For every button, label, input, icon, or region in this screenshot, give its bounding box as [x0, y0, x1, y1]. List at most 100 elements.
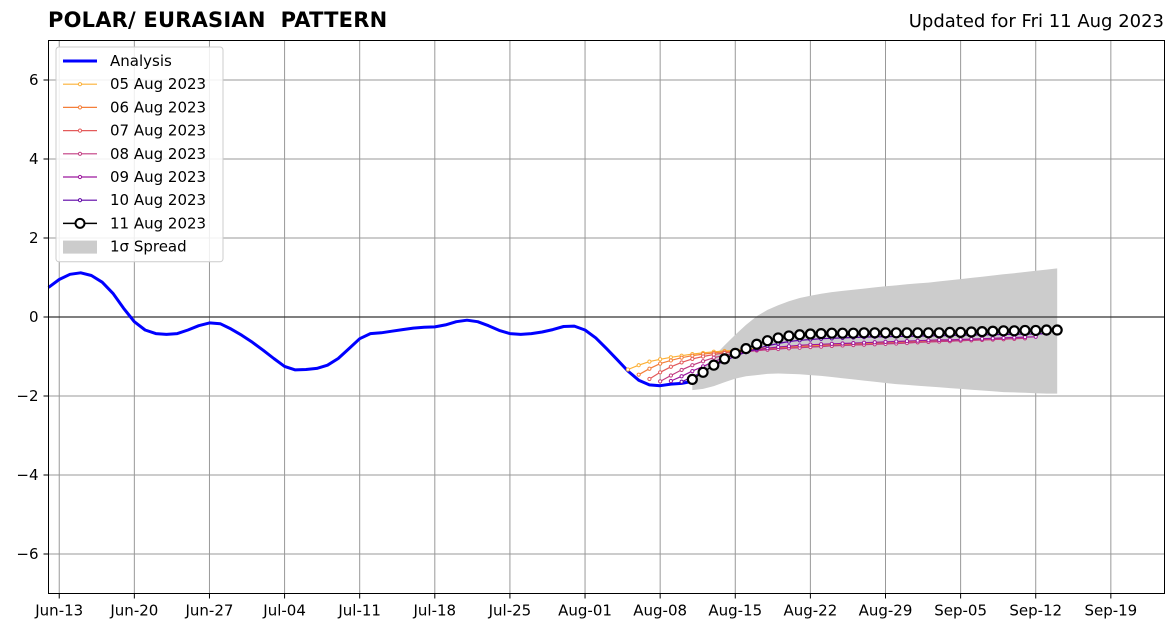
x-tick-label: Aug-08 — [633, 602, 687, 620]
analysis-line — [47, 271, 693, 388]
forecast-point — [625, 367, 631, 372]
x-tick-label: Sep-19 — [1084, 602, 1137, 620]
x-tick-label: Aug-29 — [859, 602, 913, 620]
y-tick-label: 6 — [29, 71, 39, 89]
x-tick-label: Jun-20 — [109, 602, 158, 620]
forecast-point — [679, 360, 684, 365]
forecast-point — [1001, 335, 1006, 341]
forecast-point — [711, 355, 716, 360]
forecast-point — [894, 339, 899, 344]
x-axis: Jun-13 Jun-20 Jun-27 Jul-04 Jul-11 Jul-18 Jul-… — [34, 593, 1137, 620]
legend-label-forecast: 09 Aug 2023 — [110, 168, 206, 186]
legend-swatch-marker — [77, 128, 83, 133]
legend-label-forecast: 08 Aug 2023 — [110, 145, 206, 163]
forecast-point — [679, 367, 684, 373]
forecast-point — [851, 340, 856, 346]
forecast-point — [987, 325, 999, 337]
legend-label-forecast: 06 Aug 2023 — [110, 98, 206, 116]
forecast-point — [883, 339, 888, 344]
forecast-point — [729, 347, 741, 359]
forecast-point — [690, 356, 695, 361]
forecast-point — [647, 359, 652, 364]
page-title: POLAR/ EURASIAN PATTERN — [48, 8, 388, 32]
x-tick-label: Jul-25 — [488, 602, 532, 620]
y-tick-label: 4 — [29, 150, 39, 168]
forecast-point — [926, 338, 931, 343]
forecast-point — [772, 332, 784, 344]
forecast-point — [965, 326, 977, 338]
forecast-point — [668, 378, 673, 384]
forecast-point — [826, 327, 838, 339]
legend-swatch-marker — [77, 198, 83, 203]
y-tick-label: −6 — [16, 545, 38, 563]
forecast-point — [647, 366, 652, 371]
forecast-point — [697, 366, 709, 378]
legend-swatch-marker — [77, 174, 83, 180]
y-axis: 6 4 2 0 −2 −4 −6 — [16, 71, 49, 563]
forecast-point — [718, 353, 731, 365]
x-tick-label: Aug-22 — [783, 602, 837, 620]
forecast-point — [786, 344, 792, 349]
forecast-point — [869, 327, 881, 339]
x-tick-label: Sep-05 — [934, 602, 987, 620]
x-tick-label: Jul-18 — [413, 602, 457, 620]
x-tick-label: Jul-11 — [337, 602, 381, 620]
forecast-point — [658, 379, 663, 384]
forecast-point — [658, 361, 663, 366]
forecast-point — [797, 343, 802, 348]
legend-swatch-marker — [77, 82, 83, 87]
forecast-layer — [625, 324, 1063, 386]
forecast-point — [969, 337, 974, 342]
forecast-point — [997, 325, 1010, 337]
legend-label-forecast: 07 Aug 2023 — [110, 122, 206, 140]
forecast-point — [1040, 324, 1053, 336]
x-tick-label: Jul-04 — [262, 602, 306, 620]
forecast-point — [751, 338, 763, 350]
x-tick-label: Aug-01 — [558, 602, 612, 620]
forecast-point — [679, 355, 684, 360]
forecast-point — [690, 369, 695, 374]
forecast-point — [904, 338, 910, 344]
forecast-point — [819, 342, 824, 347]
y-tick-label: 2 — [29, 229, 39, 247]
forecast-point — [947, 337, 952, 343]
legend-swatch-marker — [77, 151, 83, 156]
forecast-point — [700, 359, 706, 364]
y-tick-label: 0 — [29, 308, 39, 326]
forecast-point — [933, 327, 945, 339]
forecast-point — [668, 373, 673, 378]
analysis-layer — [47, 271, 693, 388]
forecast-point — [804, 328, 816, 340]
legend-label-forecast: 05 Aug 2023 — [110, 75, 206, 93]
forecast-point — [944, 326, 956, 339]
legend-label-analysis: Analysis — [110, 52, 172, 70]
forecast-point — [979, 336, 985, 341]
forecast-point — [872, 340, 877, 345]
forecast-point — [783, 330, 795, 342]
forecast-point — [636, 372, 641, 377]
forecast-point — [1030, 324, 1042, 337]
forecast-point — [776, 344, 781, 350]
forecast-point — [890, 327, 902, 339]
legend-label-spread: 1σ Spread — [110, 238, 187, 256]
forecast-point — [840, 341, 845, 346]
legend: Analysis 05 Aug 2023 06 Aug 2023 07 Aug 202… — [55, 46, 224, 263]
x-tick-label: Sep-12 — [1009, 602, 1062, 620]
legend-label-forecast: 11 Aug 2023 — [110, 214, 206, 232]
forecast-point — [815, 327, 827, 340]
forecast-point — [686, 373, 698, 386]
forecast-point — [647, 376, 652, 382]
forecast-point — [636, 363, 641, 368]
forecast-point — [861, 340, 867, 345]
legend-swatch-spread — [63, 240, 97, 254]
x-tick-label: Jun-27 — [184, 602, 233, 620]
forecast-point — [829, 341, 834, 346]
x-tick-label: Jun-13 — [34, 602, 83, 620]
forecast-point — [937, 337, 942, 343]
forecast-point — [836, 327, 849, 339]
forecast-point — [700, 354, 706, 359]
forecast-point — [690, 363, 695, 368]
forecast-point — [958, 337, 963, 342]
forecast-point — [858, 327, 870, 339]
